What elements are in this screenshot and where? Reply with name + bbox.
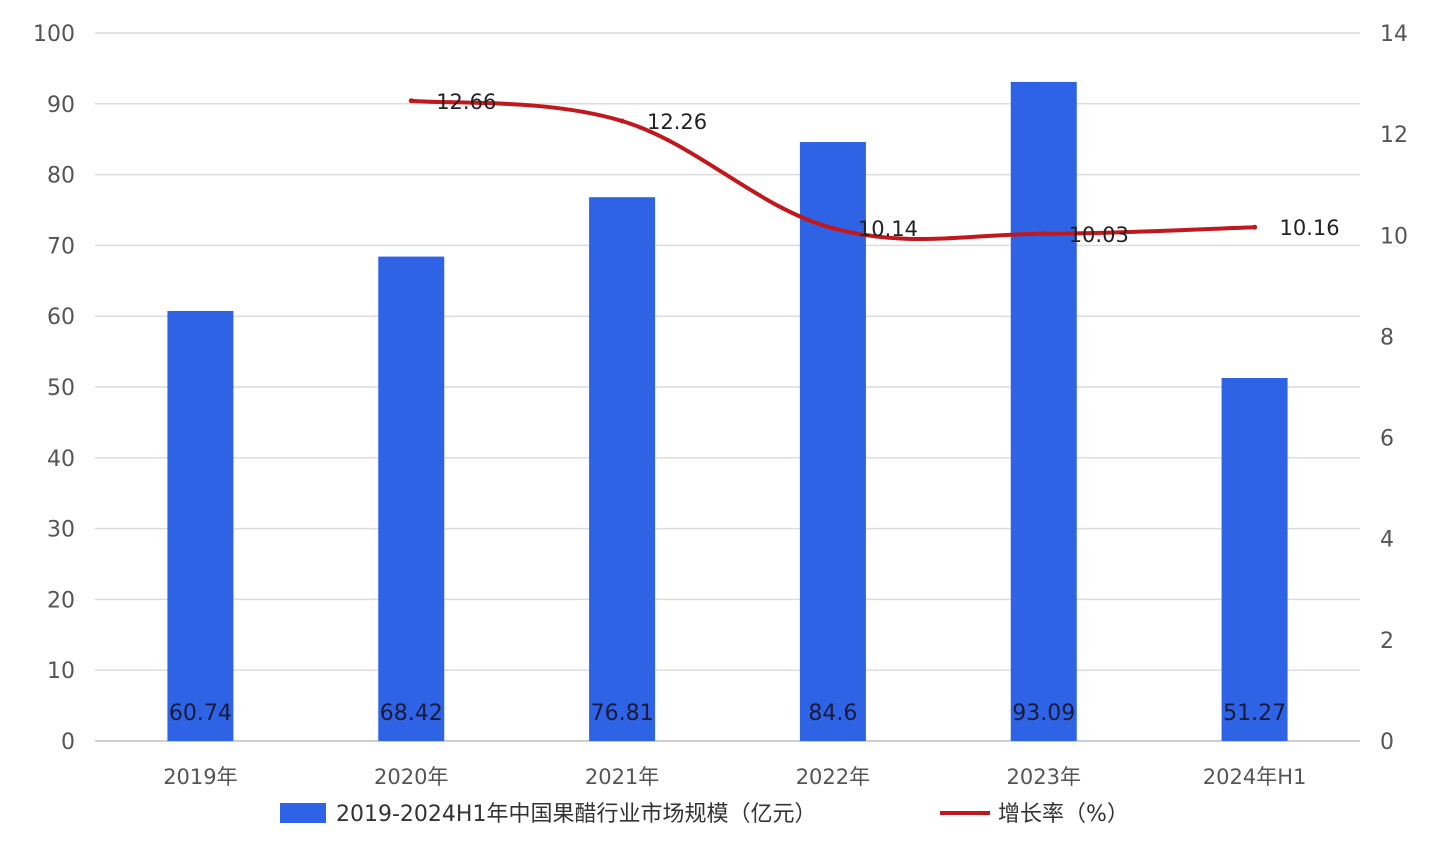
x-tick-label: 2022年 xyxy=(796,765,870,789)
bar xyxy=(1010,81,1077,742)
y-left-tick-label: 30 xyxy=(47,518,75,543)
bar xyxy=(1221,378,1288,741)
y-left-tick-label: 80 xyxy=(47,164,75,189)
growth-rate-point xyxy=(1252,224,1258,230)
x-tick-label: 2020年 xyxy=(374,765,448,789)
bar-value-label: 76.81 xyxy=(591,701,654,726)
bar-value-label: 93.09 xyxy=(1012,701,1075,726)
legend-label-bar: 2019-2024H1年中国果醋行业市场规模（亿元） xyxy=(336,802,816,827)
growth-rate-label: 10.16 xyxy=(1280,216,1340,240)
growth-rate-label: 12.26 xyxy=(647,110,707,134)
legend-swatch-bar xyxy=(280,803,326,823)
bar-value-label: 84.6 xyxy=(808,701,857,726)
growth-rate-label: 12.66 xyxy=(436,90,496,114)
bar xyxy=(799,142,866,742)
y-left-tick-label: 60 xyxy=(47,305,75,330)
y-left-tick-label: 70 xyxy=(47,234,75,259)
bar xyxy=(378,256,445,741)
y-right-tick-label: 14 xyxy=(1380,22,1408,47)
x-tick-label: 2024年H1 xyxy=(1203,765,1307,789)
x-tick-label: 2019年 xyxy=(163,765,237,789)
growth-rate-label: 10.03 xyxy=(1069,223,1129,247)
y-right-tick-label: 2 xyxy=(1380,629,1394,654)
y-left-tick-label: 50 xyxy=(47,376,75,401)
growth-rate-point xyxy=(830,225,836,231)
y-left-tick-label: 20 xyxy=(47,588,75,613)
y-right-tick-label: 12 xyxy=(1380,123,1408,148)
y-left-tick-label: 40 xyxy=(47,447,75,472)
growth-rate-point xyxy=(408,98,414,104)
bar-value-label: 68.42 xyxy=(380,701,443,726)
legend-label-line: 增长率（%） xyxy=(998,802,1129,827)
y-right-tick-label: 8 xyxy=(1380,325,1394,350)
growth-rate-point xyxy=(619,118,625,124)
bar-value-label: 60.74 xyxy=(169,701,232,726)
x-tick-label: 2023年 xyxy=(1007,765,1081,789)
y-left-tick-label: 90 xyxy=(47,93,75,118)
y-left-tick-label: 0 xyxy=(61,730,75,755)
x-tick-label: 2021年 xyxy=(585,765,659,789)
y-right-tick-label: 6 xyxy=(1380,427,1394,452)
bar-value-label: 51.27 xyxy=(1223,701,1286,726)
y-right-tick-label: 10 xyxy=(1380,224,1408,249)
y-left-tick-label: 10 xyxy=(47,659,75,684)
y-right-tick-label: 4 xyxy=(1380,528,1394,553)
y-right-tick-label: 0 xyxy=(1380,730,1394,755)
bar xyxy=(167,310,234,741)
growth-rate-point xyxy=(1041,231,1047,237)
y-left-tick-label: 100 xyxy=(33,22,75,47)
growth-rate-label: 10.14 xyxy=(858,217,918,241)
bar xyxy=(589,197,656,742)
